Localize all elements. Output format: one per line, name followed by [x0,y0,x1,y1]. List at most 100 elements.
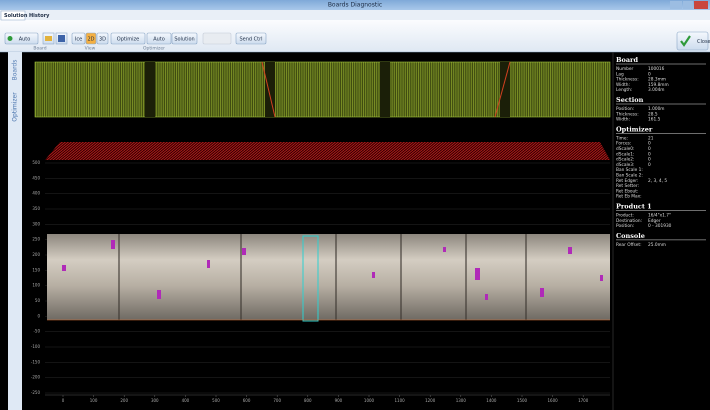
field-value: 28.3mm [648,77,666,83]
toolbar-button-label[interactable]: Auto [19,36,31,42]
toolbar-button-label[interactable]: Auto [153,36,165,42]
field-label: Ret Edger: [616,178,638,184]
gap [380,62,390,117]
y-tick-label: 450 [32,175,40,180]
y-tick-label: -50 [33,329,40,334]
side-strip [8,52,22,410]
field-value: 0 [648,151,651,157]
field-label: Ban Scale 1: [616,167,643,173]
field-label: Thickness: [615,111,639,117]
toolbar-button-label[interactable]: 2D [87,36,94,42]
toolbar-button[interactable] [110,32,146,45]
toolbar-button[interactable] [96,32,109,45]
field-value: Edger [648,218,661,224]
x-tick-label: 0 [62,398,65,403]
y-tick-label: -200 [31,375,41,380]
field-label: Position: [616,223,634,229]
field-label: Ret Setter: [616,183,639,189]
x-tick-label: 400 [182,398,190,403]
menu-tab[interactable]: History [29,13,50,19]
y-tick-label: 400 [32,191,40,196]
x-tick-label: 1700 [578,398,589,403]
send-button[interactable] [235,32,267,45]
tab[interactable] [0,10,26,21]
toolbar-button[interactable] [171,32,198,45]
x-tick-label: 800 [304,398,312,403]
toolbar-button[interactable] [4,32,39,45]
board-image [47,234,610,320]
field-label: Rear Offset: [616,242,642,248]
toolbar-group-label: Optimizer [143,46,165,52]
field-value: 2, 3, 4, 5 [648,178,667,184]
toolbar-button-label[interactable]: Optimize [117,36,139,42]
side-tab[interactable]: Boards [12,60,19,81]
section-title: Optimizer [616,125,653,133]
y-tick-label: 200 [32,252,40,257]
field-label: dScale3: [616,162,634,168]
field-value: 0 - 301930 [648,223,672,229]
field-label: Number [616,66,633,72]
tab-row [0,10,710,20]
x-tick-label: 1100 [395,398,406,403]
selected-section[interactable] [302,235,319,322]
y-tick-label: 0 [37,313,40,318]
y-tick-label: -100 [31,344,41,349]
maximize-button[interactable] [683,1,693,9]
x-tick-label: 700 [273,398,281,403]
field-value: 159.8mm [648,82,669,88]
toolbar-button[interactable] [71,32,86,45]
toolbar-button-label[interactable]: Ice [75,36,82,42]
field-label: Ban Scale 2: [616,173,643,179]
thickness-profile [34,61,611,118]
send-button-label[interactable]: Send Ctrl [239,36,262,42]
window-title: Boards Diagnostic [328,2,382,9]
defects [62,240,603,300]
toolbar-button[interactable] [146,32,172,45]
x-tick-label: 1600 [548,398,559,403]
y-tick-label: 300 [32,221,40,226]
field-value: 100016 [648,66,665,72]
x-tick-label: 300 [151,398,159,403]
x-tick-label: 1000 [364,398,375,403]
field-value: 0 [648,157,651,163]
y-tick-label: -250 [31,390,41,395]
field-label: Thickness: [615,77,639,83]
field-label: dScale2: [616,157,634,163]
field-label: Time: [615,135,628,141]
close-icon [680,35,691,47]
field-label: Position: [616,106,634,112]
toolbar-button-label[interactable]: 3D [99,36,106,42]
mesh-view [45,142,610,160]
toolbar-button-label[interactable]: Solution [174,36,194,42]
side-tab[interactable]: Optimizer [12,92,19,122]
field-value: 0 [648,71,651,77]
menu-tab[interactable]: Solution [4,13,28,19]
gap [265,62,275,117]
section-title: Console [616,232,645,240]
field-value: 0 [648,146,651,152]
y-tick-label: 350 [32,206,40,211]
close-label[interactable]: Close [697,39,710,45]
toolbar-button[interactable] [85,32,97,45]
x-tick-label: 500 [212,398,220,403]
y-tick-label: 100 [32,283,40,288]
x-tick-label: 1200 [425,398,436,403]
x-tick-label: 1300 [456,398,467,403]
auto-icon [7,36,13,41]
x-tick-label: 200 [120,398,128,403]
field-value: 3.004m [648,87,665,93]
field-value: 28.5 [648,111,658,117]
section-title: Product 1 [616,203,652,211]
field-value: 21 [648,135,654,141]
field-label: Product: [616,213,634,219]
minimize-button[interactable] [670,1,682,9]
field-label: Destination: [616,218,642,224]
field-label: dScale1: [616,151,634,157]
field-label: Lag [616,71,624,77]
x-tick-label: 1400 [486,398,497,403]
window-close-button[interactable] [694,1,708,9]
x-tick-label: 100 [90,398,98,403]
field-value: 1.000m [648,106,665,112]
field-value: 161.5 [648,117,661,123]
